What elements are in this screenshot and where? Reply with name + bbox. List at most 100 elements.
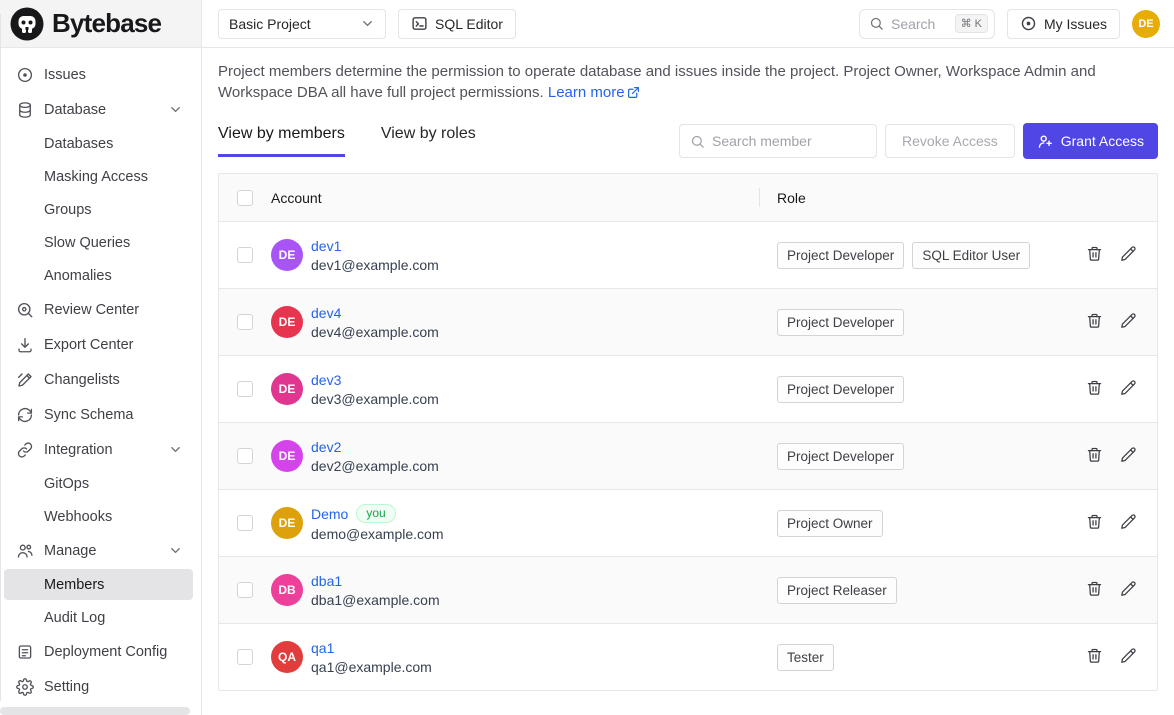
page-description-text: Project members determine the permission… bbox=[218, 63, 1096, 101]
role-badge: Project Owner bbox=[777, 509, 883, 537]
search-icon bbox=[691, 135, 704, 148]
edit-member-button[interactable] bbox=[1120, 513, 1137, 533]
sidebar-item-sync-schema[interactable]: Sync Schema bbox=[4, 398, 193, 431]
sidebar-item-anomalies[interactable]: Anomalies bbox=[4, 260, 193, 291]
revoke-access-button[interactable]: Revoke Access bbox=[885, 124, 1015, 158]
edit-member-button[interactable] bbox=[1120, 647, 1137, 667]
sidebar-item-deployment-config[interactable]: Deployment Config bbox=[4, 635, 193, 668]
user-avatar[interactable]: DE bbox=[1132, 9, 1160, 38]
sidebar-item-webhooks[interactable]: Webhooks bbox=[4, 501, 193, 532]
delete-member-button[interactable] bbox=[1086, 379, 1103, 399]
sidebar-item-label: Changelists bbox=[44, 371, 120, 388]
sql-editor-button[interactable]: SQL Editor bbox=[398, 8, 516, 39]
row-checkbox[interactable] bbox=[237, 582, 253, 598]
pencil-icon bbox=[1120, 647, 1137, 667]
external-link-icon bbox=[627, 84, 640, 105]
select-all-checkbox[interactable] bbox=[237, 189, 253, 206]
tab-view-by-members[interactable]: View by members bbox=[218, 125, 345, 157]
sidebar-scrollbar[interactable] bbox=[0, 707, 190, 715]
sidebar-item-audit-log[interactable]: Audit Log bbox=[4, 602, 193, 633]
sidebar-item-integration[interactable]: Integration bbox=[4, 433, 193, 466]
pencil-icon bbox=[1120, 379, 1137, 399]
sidebar-item-databases[interactable]: Databases bbox=[4, 128, 193, 159]
edit-member-button[interactable] bbox=[1120, 446, 1137, 466]
topbar-main: Basic Project SQL Editor Search ⌘ K My I… bbox=[202, 0, 1174, 47]
sidebar-item-slow-queries[interactable]: Slow Queries bbox=[4, 227, 193, 258]
delete-member-button[interactable] bbox=[1086, 647, 1103, 667]
export-icon bbox=[16, 335, 35, 354]
sidebar-item-members[interactable]: Members bbox=[4, 569, 193, 600]
search-shortcut-badge: ⌘ K bbox=[954, 14, 988, 33]
member-row-Demo: DE Demo you demo@example.com Project Owner bbox=[219, 489, 1157, 556]
sidebar-item-issues[interactable]: Issues bbox=[4, 58, 193, 91]
role-badge: Project Releaser bbox=[777, 576, 897, 604]
edit-member-button[interactable] bbox=[1120, 580, 1137, 600]
avatar: DB bbox=[271, 574, 303, 606]
member-row-dev4: DE dev4 dev4@example.com Project Developer bbox=[219, 288, 1157, 355]
edit-member-button[interactable] bbox=[1120, 312, 1137, 332]
row-checkbox[interactable] bbox=[237, 448, 253, 464]
sidebar-item-label: Deployment Config bbox=[44, 643, 168, 660]
member-name-link[interactable]: dev3 bbox=[311, 371, 342, 388]
pencil-icon bbox=[1120, 513, 1137, 533]
sidebar-item-export-center[interactable]: Export Center bbox=[4, 328, 193, 361]
delete-member-button[interactable] bbox=[1086, 312, 1103, 332]
global-search-input[interactable]: Search ⌘ K bbox=[858, 8, 995, 39]
view-tabs: View by members View by roles bbox=[218, 125, 476, 157]
sidebar-item-manage[interactable]: Manage bbox=[4, 534, 193, 567]
sidebar-item-masking-access[interactable]: Masking Access bbox=[4, 161, 193, 192]
member-row-dev1: DE dev1 dev1@example.com Project Developer S… bbox=[219, 221, 1157, 288]
sidebar-item-label: Databases bbox=[44, 135, 114, 152]
row-checkbox[interactable] bbox=[237, 649, 253, 665]
member-name-link[interactable]: qa1 bbox=[311, 639, 335, 656]
sidebar-item-label: Export Center bbox=[44, 336, 134, 353]
row-checkbox[interactable] bbox=[237, 381, 253, 397]
sidebar-item-groups[interactable]: Groups bbox=[4, 194, 193, 225]
row-checkbox[interactable] bbox=[237, 314, 253, 330]
member-name-link[interactable]: Demo bbox=[311, 505, 349, 522]
delete-member-button[interactable] bbox=[1086, 580, 1103, 600]
member-name-link[interactable]: dev2 bbox=[311, 438, 342, 455]
sidebar-item-database[interactable]: Database bbox=[4, 93, 193, 126]
issue-dot-icon bbox=[1021, 16, 1036, 31]
avatar: DE bbox=[271, 306, 303, 338]
trash-icon bbox=[1086, 379, 1103, 399]
column-divider bbox=[759, 188, 760, 207]
sidebar-item-changelists[interactable]: Changelists bbox=[4, 363, 193, 396]
my-issues-label: My Issues bbox=[1043, 15, 1107, 32]
member-email: dev1@example.com bbox=[311, 256, 439, 273]
sidebar-item-label: Anomalies bbox=[44, 267, 112, 284]
account-column-label: Account bbox=[271, 189, 322, 206]
learn-more-link[interactable]: Learn more bbox=[547, 84, 625, 101]
page-description: Project members determine the permission… bbox=[218, 61, 1158, 105]
member-name-link[interactable]: dev1 bbox=[311, 237, 342, 254]
row-checkbox[interactable] bbox=[237, 247, 253, 263]
delete-member-button[interactable] bbox=[1086, 513, 1103, 533]
project-select[interactable]: Basic Project bbox=[218, 8, 386, 39]
delete-member-button[interactable] bbox=[1086, 446, 1103, 466]
member-name-link[interactable]: dba1 bbox=[311, 572, 343, 589]
member-search-input[interactable]: Search member bbox=[679, 124, 878, 158]
sidebar-item-label: Issues bbox=[44, 66, 86, 83]
sidebar-nav: Issues Database Databases Masking Access Gro… bbox=[0, 48, 202, 715]
sidebar-item-gitops[interactable]: GitOps bbox=[4, 468, 193, 499]
my-issues-button[interactable]: My Issues bbox=[1006, 8, 1120, 39]
you-badge: you bbox=[356, 504, 396, 523]
member-row-dev2: DE dev2 dev2@example.com Project Developer bbox=[219, 422, 1157, 489]
edit-member-button[interactable] bbox=[1120, 245, 1137, 265]
sidebar-item-label: Manage bbox=[44, 542, 97, 559]
sidebar-item-label: Slow Queries bbox=[44, 234, 131, 251]
document-icon bbox=[16, 642, 35, 661]
sidebar-item-setting[interactable]: Setting bbox=[4, 670, 193, 703]
edit-member-button[interactable] bbox=[1120, 379, 1137, 399]
tab-view-by-roles[interactable]: View by roles bbox=[380, 125, 476, 142]
sidebar-item-review-center[interactable]: Review Center bbox=[4, 293, 193, 326]
bytebase-logo[interactable]: Bytebase bbox=[0, 0, 202, 47]
search-placeholder: Search bbox=[890, 15, 936, 32]
row-checkbox[interactable] bbox=[237, 515, 253, 531]
delete-member-button[interactable] bbox=[1086, 245, 1103, 265]
gear-icon bbox=[16, 677, 35, 696]
grant-access-button[interactable]: Grant Access bbox=[1022, 123, 1158, 159]
member-name-link[interactable]: dev4 bbox=[311, 304, 342, 321]
members-table: Account Role DE dev1 dev1@example.com Proje… bbox=[0, 14, 1158, 701]
